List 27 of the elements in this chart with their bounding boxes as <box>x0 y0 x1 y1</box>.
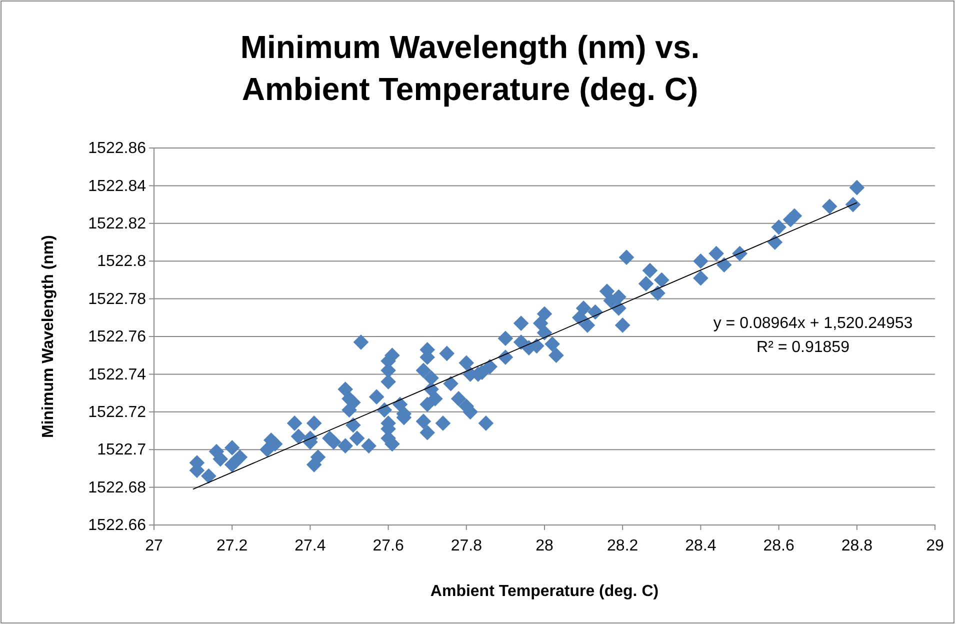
y-axis-title: Minimum Wavelength (nm) <box>40 235 57 438</box>
x-tick-label: 27.6 <box>372 538 404 555</box>
y-tick-label: 1522.8 <box>97 253 146 270</box>
x-tick-label: 27.2 <box>216 538 248 555</box>
chart-title: Minimum Wavelength (nm) vs. Ambient Temperature (deg. C) <box>240 29 700 107</box>
x-tick-label: 28.2 <box>607 538 638 555</box>
y-tick-label: 1522.78 <box>88 290 146 308</box>
x-tick-label: 27.4 <box>294 538 326 555</box>
y-tick-label: 1522.74 <box>88 366 146 384</box>
x-tick-label: 27 <box>145 538 163 555</box>
y-tick-label: 1522.82 <box>88 216 146 233</box>
y-tick-label: 1522.84 <box>88 178 146 195</box>
y-tick-label: 1522.76 <box>88 328 146 346</box>
x-axis-title: Ambient Temperature (deg. C) <box>430 583 659 600</box>
annotation: R² = 0.91859 <box>756 339 850 356</box>
x-tick-label: 28.4 <box>685 538 716 555</box>
x-tick-label: 29 <box>926 538 944 555</box>
y-tick-label: 1522.72 <box>88 404 146 422</box>
x-tick-label: 27.8 <box>450 538 482 555</box>
y-tick-label: 1522.86 <box>88 140 146 158</box>
x-tick-label: 28 <box>536 538 554 555</box>
x-tick-label: 28.6 <box>763 538 794 555</box>
x-tick-label: 28.8 <box>841 538 873 555</box>
y-tick-label: 1522.66 <box>88 517 146 534</box>
y-tick-label: 1522.7 <box>97 442 146 459</box>
y-tick-label: 1522.68 <box>88 479 146 496</box>
annotation: y = 0.08964x + 1,520.24953 <box>713 315 913 332</box>
